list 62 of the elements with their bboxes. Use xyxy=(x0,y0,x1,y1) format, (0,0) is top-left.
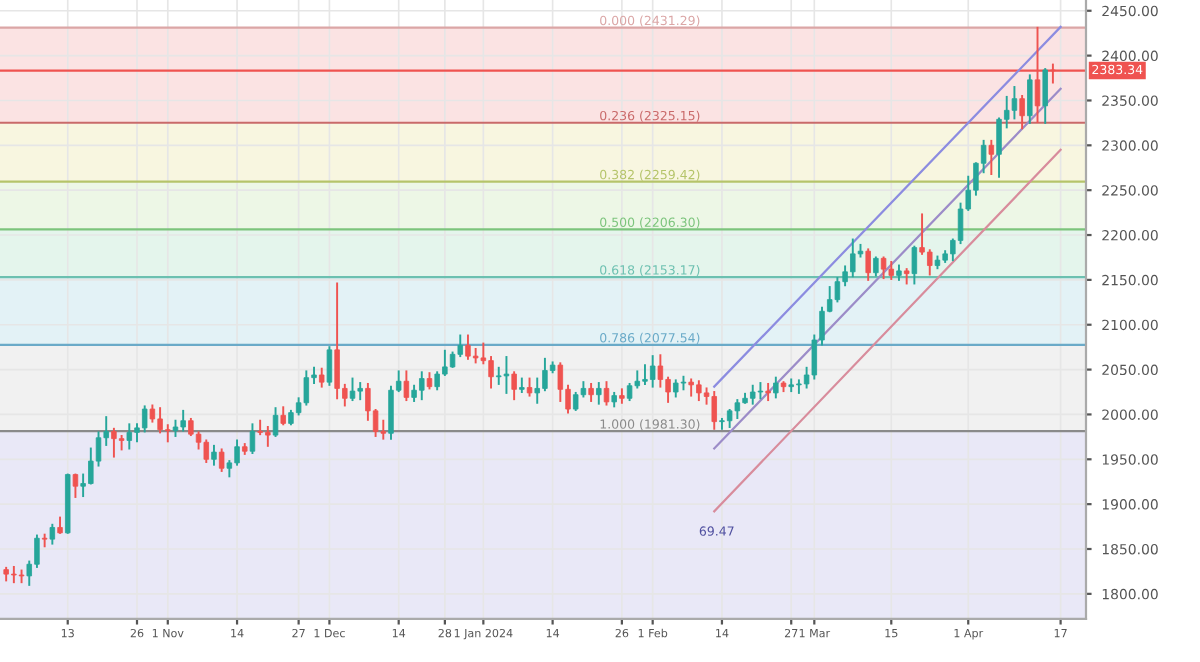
candlestick xyxy=(218,448,225,472)
candlestick xyxy=(488,356,494,389)
candlestick xyxy=(865,248,871,281)
candlestick xyxy=(519,377,525,393)
candlestick xyxy=(680,375,687,391)
candlestick xyxy=(203,439,209,463)
candlestick xyxy=(688,378,694,397)
candlestick xyxy=(49,523,56,545)
candlestick xyxy=(249,423,256,454)
candlestick xyxy=(996,117,1002,178)
candlestick xyxy=(657,354,664,388)
candlestick xyxy=(757,382,764,400)
candlestick xyxy=(118,435,125,451)
candlestick xyxy=(911,245,918,285)
candlestick xyxy=(157,407,163,434)
candlestick xyxy=(788,378,794,393)
candlestick xyxy=(796,379,802,394)
candlestick xyxy=(111,427,117,458)
candlestick xyxy=(357,382,363,401)
candlestick xyxy=(465,334,471,360)
candlestick xyxy=(211,444,217,466)
candlestick xyxy=(619,388,625,404)
candlestick xyxy=(326,346,333,386)
candlestick xyxy=(41,533,48,548)
candlestick xyxy=(765,382,771,402)
candlestick xyxy=(1027,74,1033,124)
candlestick xyxy=(126,423,133,450)
candlestick xyxy=(642,364,648,385)
candlestick xyxy=(496,366,502,385)
candlestick xyxy=(850,238,856,278)
candlestick xyxy=(542,357,548,392)
candlestick xyxy=(1019,95,1025,130)
candlestick xyxy=(257,419,263,436)
candlestick xyxy=(403,370,410,402)
candlestick xyxy=(719,417,725,430)
candlestick xyxy=(388,385,394,440)
candlestick xyxy=(773,376,779,399)
candlestick xyxy=(988,139,995,175)
candlestick xyxy=(596,382,602,405)
candlestick xyxy=(349,377,356,402)
candlestick xyxy=(419,371,425,401)
candlestick xyxy=(711,391,717,430)
candlestick xyxy=(1042,68,1048,124)
candlestick xyxy=(72,473,79,498)
candlestick xyxy=(603,381,610,406)
candlestick xyxy=(334,282,340,400)
candlestick xyxy=(696,380,702,402)
candlestick xyxy=(534,377,540,404)
candlestick xyxy=(141,405,148,433)
candlestick xyxy=(165,424,171,443)
candlestick xyxy=(927,249,933,276)
candlestick xyxy=(557,362,564,402)
candlestick xyxy=(265,426,271,447)
candlestick xyxy=(180,409,186,432)
candlestick xyxy=(880,256,887,280)
candlestick xyxy=(272,407,279,437)
candlestick xyxy=(234,439,240,466)
candlestick xyxy=(11,565,17,584)
candlestick xyxy=(649,355,656,388)
candlestick xyxy=(503,356,510,394)
candlestick xyxy=(1011,86,1018,120)
candlestick xyxy=(511,371,517,401)
